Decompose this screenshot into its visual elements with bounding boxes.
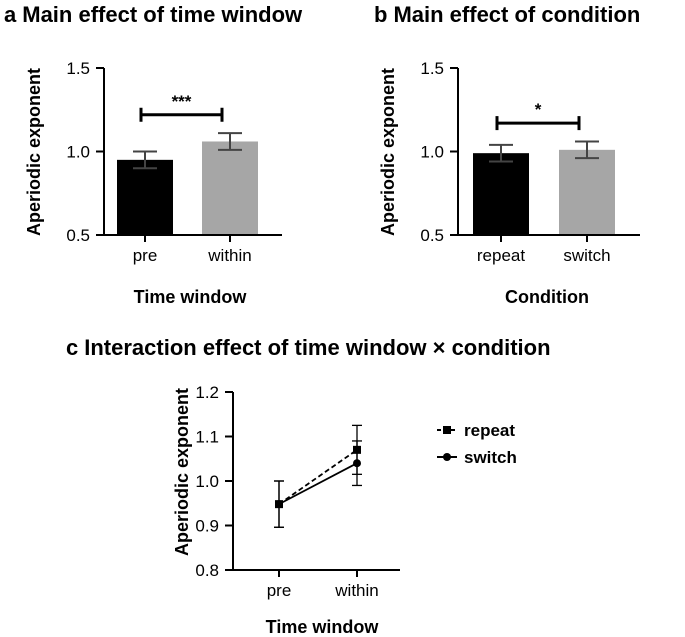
y-tick-label: 1.1 xyxy=(195,428,219,447)
bar-pre xyxy=(117,159,173,235)
point-switch-within xyxy=(353,459,361,468)
series-line-switch xyxy=(278,462,358,505)
panel-title: a Main effect of time window xyxy=(4,2,303,27)
y-axis-label: Aperiodic exponent xyxy=(172,388,192,556)
bar-switch xyxy=(559,149,615,235)
bar-within xyxy=(202,141,258,235)
legend-marker-repeat xyxy=(443,426,451,434)
y-tick-label: 0.9 xyxy=(195,517,219,536)
legend-label-repeat: repeat xyxy=(464,421,515,440)
y-tick-label: 1.5 xyxy=(66,59,90,78)
panel-letter: c xyxy=(66,335,78,360)
significance-label: * xyxy=(535,100,542,119)
legend-marker-switch xyxy=(443,453,451,461)
panel-letter: a xyxy=(4,2,17,27)
y-tick-label: 1.0 xyxy=(420,143,444,162)
x-axis-label: Time window xyxy=(266,617,380,637)
x-tick-label-switch: switch xyxy=(563,246,610,265)
panel-title: c Interaction effect of time window × con… xyxy=(66,335,551,360)
y-tick-label: 0.5 xyxy=(420,226,444,245)
point-switch-pre xyxy=(275,500,283,509)
chart-title: Main effect of time window xyxy=(22,2,303,27)
panel-a: a Main effect of time window *** 0.5 1.0 1.5 p… xyxy=(4,2,303,307)
x-tick-label-pre: pre xyxy=(267,581,292,600)
panel-b: b Main effect of condition * 0.5 1.0 1.5 repea… xyxy=(374,2,640,307)
panel-title: b Main effect of condition xyxy=(374,2,640,27)
series-line-repeat xyxy=(278,449,358,505)
significance-label: *** xyxy=(172,92,192,111)
x-axis-label: Condition xyxy=(505,287,589,307)
bar-repeat xyxy=(473,153,529,235)
x-tick-label-within: within xyxy=(207,246,251,265)
y-axis-label: Aperiodic exponent xyxy=(24,68,44,236)
panel-letter: b xyxy=(374,2,387,27)
chart-title: Interaction effect of time window × cond… xyxy=(84,335,550,360)
y-tick-label: 1.5 xyxy=(420,59,444,78)
y-tick-label: 1.2 xyxy=(195,383,219,402)
x-tick-label-within: within xyxy=(334,581,378,600)
y-tick-label: 1.0 xyxy=(195,472,219,491)
y-axis-label: Aperiodic exponent xyxy=(378,68,398,236)
y-tick-label: 1.0 xyxy=(66,143,90,162)
y-tick-label: 0.8 xyxy=(195,561,219,580)
x-tick-label-pre: pre xyxy=(133,246,158,265)
y-tick-label: 0.5 xyxy=(66,226,90,245)
x-axis-label: Time window xyxy=(134,287,248,307)
chart-title: Main effect of condition xyxy=(393,2,640,27)
legend-label-switch: switch xyxy=(464,448,517,467)
x-tick-label-repeat: repeat xyxy=(477,246,525,265)
panel-c: c Interaction effect of time window × con… xyxy=(66,335,551,637)
